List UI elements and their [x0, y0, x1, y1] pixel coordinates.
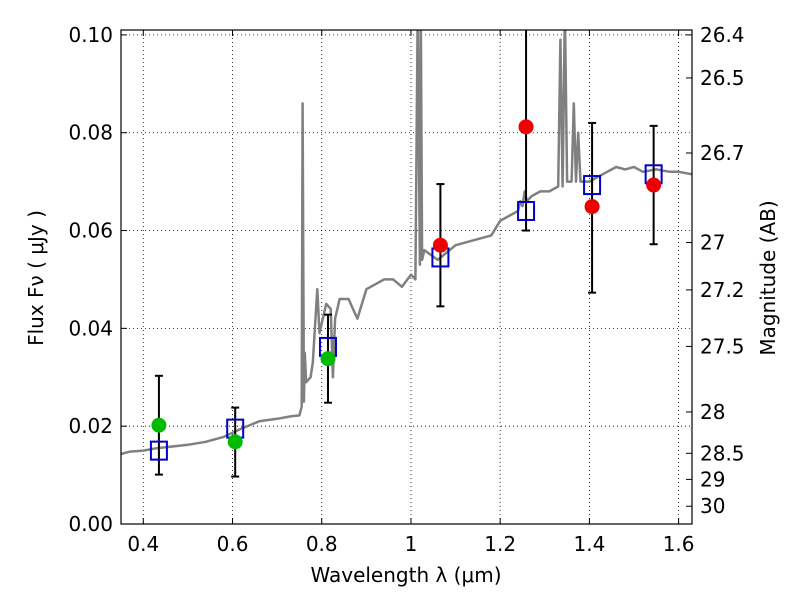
x-tick-label: 1.4 — [573, 532, 605, 556]
right-tick-label: 27 — [700, 231, 725, 255]
x-tick-label: 0.6 — [217, 532, 249, 556]
x-axis-label: Wavelength λ (μm) — [310, 563, 501, 587]
model-box-marker — [583, 175, 602, 196]
x-tick-label: 0.8 — [306, 532, 338, 556]
x-tick-label: 1.2 — [484, 532, 516, 556]
right-tick-label: 28 — [700, 400, 725, 424]
right-tick-label: 26.5 — [700, 66, 745, 90]
y-tick-label: 0.00 — [68, 512, 113, 536]
right-tick-label: 29 — [700, 467, 725, 491]
errorbar-group — [154, 30, 658, 478]
red-data-point — [518, 119, 534, 135]
y-tick-label: 0.08 — [68, 121, 113, 145]
x-tick-label: 0.4 — [127, 532, 159, 556]
y-tick-label: 0.10 — [68, 23, 113, 47]
green-data-point — [320, 351, 336, 367]
model-box-marker — [517, 200, 536, 221]
green-data-point — [151, 417, 167, 433]
spectrum-line-group — [121, 30, 692, 456]
right-tick-label: 27.5 — [700, 334, 745, 358]
right-tick-label: 30 — [700, 494, 725, 518]
right-tick-label: 26.7 — [700, 141, 745, 165]
right-tick-label: 28.5 — [700, 441, 745, 465]
red-data-point — [432, 237, 448, 253]
spectrum-line — [121, 30, 692, 456]
axes — [120, 29, 693, 525]
red-data-point — [584, 199, 600, 215]
red-data-point — [646, 177, 662, 193]
x-tick-label: 1.6 — [663, 532, 695, 556]
green-data-point — [227, 434, 243, 450]
y-axis-label: Flux Fν ( μJy ) — [24, 210, 48, 346]
right-tick-label: 26.4 — [700, 23, 745, 47]
model-box-marker — [149, 440, 168, 461]
plot-frame — [120, 29, 693, 525]
y-tick-label: 0.02 — [68, 414, 113, 438]
y-tick-label: 0.04 — [68, 316, 113, 340]
tick-labels: 0.4 0.6 0.8 1 1.2 1.4 1.6 0.00 0.02 0.04 0.06 0.08 0… — [68, 23, 744, 556]
grid-lines — [121, 30, 692, 525]
x-tick-label: 1 — [405, 532, 418, 556]
y-tick-label: 0.06 — [68, 219, 113, 243]
marker-group — [149, 119, 663, 461]
right-tick-label: 27.2 — [700, 278, 745, 302]
right-axis-label: Magnitude (AB) — [756, 200, 780, 355]
